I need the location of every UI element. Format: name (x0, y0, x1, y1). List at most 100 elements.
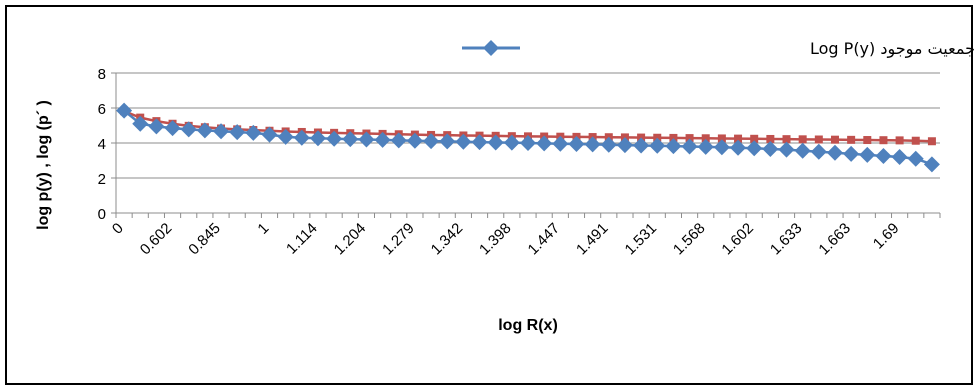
data-point (681, 138, 698, 155)
data-point (245, 124, 262, 141)
x-tick-label: 0 (109, 220, 127, 238)
data-point (730, 139, 747, 156)
data-point (229, 124, 246, 141)
data-point (701, 134, 710, 143)
x-tick-label: 1.447 (525, 220, 564, 259)
data-point (536, 135, 553, 152)
data-point (132, 115, 149, 132)
data-point (863, 136, 872, 145)
y-axis-title: log p(y) , log (p´ ) (35, 100, 52, 230)
data-point (782, 135, 791, 144)
data-point (685, 134, 694, 143)
data-point (891, 149, 908, 165)
data-point (148, 118, 165, 135)
data-point (326, 130, 343, 147)
data-point (439, 133, 456, 150)
data-point (847, 135, 856, 144)
data-point (762, 140, 779, 157)
data-point (342, 131, 359, 148)
data-point (734, 134, 743, 143)
x-tick-label: 1.568 (670, 220, 709, 259)
data-point (778, 141, 795, 158)
data-point (794, 142, 811, 159)
y-tick-label: 2 (98, 171, 106, 188)
data-point (406, 132, 423, 149)
data-point (487, 134, 504, 151)
y-tick-label: 8 (98, 66, 106, 83)
y-tick-labels: 0 2 4 6 8 (98, 66, 116, 223)
data-point (423, 133, 440, 150)
x-tick-label: 0.602 (137, 220, 176, 259)
data-point (164, 120, 181, 137)
data-point (713, 139, 730, 156)
data-point (669, 133, 678, 142)
legend-entry-label: لگارتیم جمعیت موجود Log P(y) (810, 39, 980, 59)
data-point (927, 137, 936, 146)
y-tick-label: 4 (98, 136, 106, 153)
data-point (390, 132, 407, 149)
data-point (116, 102, 133, 119)
data-point (293, 129, 310, 146)
series-log-p-y (116, 102, 940, 173)
data-point (568, 136, 585, 153)
data-point (810, 143, 827, 160)
data-point (503, 134, 520, 151)
x-tick-label: 1.398 (476, 220, 515, 259)
data-point (649, 137, 666, 154)
x-tick-label: 1.204 (331, 220, 370, 259)
x-tick-label: 1.491 (573, 220, 612, 259)
data-point (826, 144, 843, 161)
x-tick-label: 1.531 (622, 220, 661, 259)
legend-diamond-marker (483, 40, 499, 56)
chart-frame (5, 5, 973, 385)
data-point (746, 140, 763, 157)
data-point (180, 121, 197, 138)
data-point (665, 138, 682, 155)
x-tick-label: 0.845 (185, 220, 224, 259)
data-point (875, 147, 892, 164)
data-point (717, 134, 726, 143)
x-tick-label: 1.279 (379, 220, 418, 259)
data-point (923, 156, 940, 173)
data-point (600, 136, 617, 153)
data-point (798, 135, 807, 144)
x-axis-title: log R(x) (498, 317, 558, 334)
data-point (584, 136, 601, 153)
data-point (455, 133, 472, 150)
data-point (814, 135, 823, 144)
data-point (552, 135, 569, 152)
x-tick-label: 1.633 (767, 220, 806, 259)
data-point (895, 136, 904, 145)
data-point (196, 122, 213, 139)
data-point (633, 137, 650, 154)
data-point (213, 123, 230, 140)
data-point (830, 135, 839, 144)
data-point (277, 128, 294, 145)
data-point (309, 130, 326, 147)
y-tick-label: 0 (98, 206, 106, 223)
data-point (859, 146, 876, 163)
series-layer (116, 102, 940, 173)
x-tick-label: 1.663 (815, 220, 854, 259)
y-tick-label: 6 (98, 101, 106, 118)
data-point (911, 136, 920, 145)
data-point (697, 138, 714, 155)
data-point (653, 133, 662, 142)
data-point (261, 126, 278, 143)
x-tick-label: 1.69 (870, 220, 903, 253)
data-point (879, 136, 888, 145)
data-point (374, 131, 391, 148)
data-point (843, 145, 860, 162)
data-point (907, 150, 924, 167)
x-tick-label: 1.342 (428, 220, 467, 259)
data-point (520, 135, 536, 151)
data-point (750, 134, 759, 143)
x-tick-label: 1.602 (718, 220, 757, 259)
x-tick-labels: 0 0.602 0.845 1 1.114 1.204 1.279 1.342 1.398 1.4… (109, 213, 941, 259)
x-tick-label: 1.114 (283, 220, 321, 258)
data-point (766, 134, 775, 143)
data-point (471, 134, 488, 151)
x-tick-label: 1 (254, 220, 272, 238)
legend: لگارتیم جمعیت موجود Log P(y) (462, 39, 980, 59)
